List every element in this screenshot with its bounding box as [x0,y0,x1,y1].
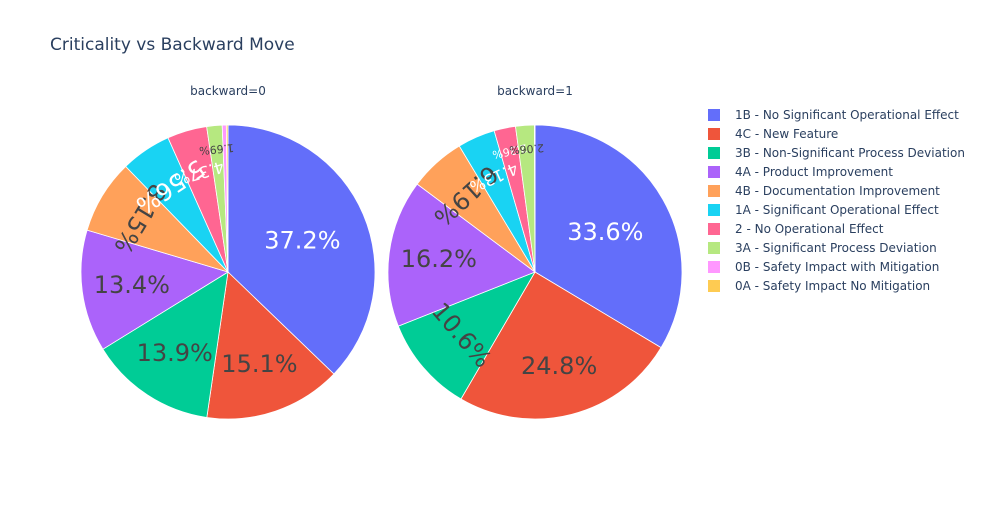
pie-slice[interactable] [460,271,662,420]
legend-label: 1A - Significant Operational Effect [735,203,939,217]
legend-label: 1B - No Significant Operational Effect [735,108,959,122]
slice-label: 13.9% [137,339,213,367]
pie-2: backward=133.6%24.8%10.6%16.2%6.19%4.13%… [387,84,683,420]
legend-swatch [708,280,720,292]
legend-swatch [708,204,720,216]
legend: 1B - No Significant Operational Effect 4C… [708,108,965,293]
slice-label: 1.69% [199,141,235,157]
pie-slice[interactable] [387,183,536,327]
legend-item[interactable]: 3A - Significant Process Deviation [708,241,937,255]
pie-slice[interactable] [206,271,335,420]
slice-label: 2.06% [509,141,545,156]
legend-label: 3B - Non-Significant Process Deviation [735,146,965,160]
legend-item[interactable]: 1B - No Significant Operational Effect [708,108,959,122]
legend-item[interactable]: 4A - Product Improvement [708,165,893,179]
chart-title: Criticality vs Backward Move [50,35,295,55]
legend-swatch [708,166,720,178]
legend-label: 2 - No Operational Effect [735,222,884,236]
legend-item[interactable]: 1A - Significant Operational Effect [708,203,939,217]
legend-swatch [708,242,720,254]
legend-item[interactable]: 0B - Safety Impact with Mitigation [708,260,939,274]
pie-subtitle: backward=0 [190,84,266,98]
legend-label: 0A - Safety Impact No Mitigation [735,279,930,293]
legend-item[interactable]: 4C - New Feature [708,127,838,141]
legend-label: 4A - Product Improvement [735,165,893,179]
pie-slice[interactable] [102,271,229,418]
legend-swatch [708,223,720,235]
pie-slice[interactable] [397,271,536,400]
legend-item[interactable]: 0A - Safety Impact No Mitigation [708,279,930,293]
pie-slice[interactable] [534,124,683,349]
legend-label: 0B - Safety Impact with Mitigation [735,260,939,274]
slice-label: 33.6% [567,218,643,246]
slice-label: 24.8% [521,352,597,380]
legend-swatch [708,147,720,159]
legend-swatch [708,128,720,140]
pie-subtitle: backward=1 [497,84,573,98]
legend-swatch [708,261,720,273]
slice-label: 37.2% [264,226,340,254]
legend-label: 4C - New Feature [735,127,838,141]
pie-slice[interactable] [80,229,229,350]
legend-item[interactable]: 2 - No Operational Effect [708,222,884,236]
slice-label: 13.4% [94,271,170,299]
legend-label: 4B - Documentation Improvement [735,184,940,198]
slice-label: 16.2% [401,245,477,273]
pie-slice[interactable] [227,124,376,375]
pie-1: backward=037.2%15.1%13.9%13.4%8.15%5.56%… [80,84,376,420]
legend-swatch [708,185,720,197]
legend-swatch [708,109,720,121]
legend-item[interactable]: 3B - Non-Significant Process Deviation [708,146,965,160]
pie-slice[interactable] [225,124,229,273]
legend-item[interactable]: 4B - Documentation Improvement [708,184,940,198]
legend-label: 3A - Significant Process Deviation [735,241,937,255]
slice-label: 15.1% [221,350,297,378]
